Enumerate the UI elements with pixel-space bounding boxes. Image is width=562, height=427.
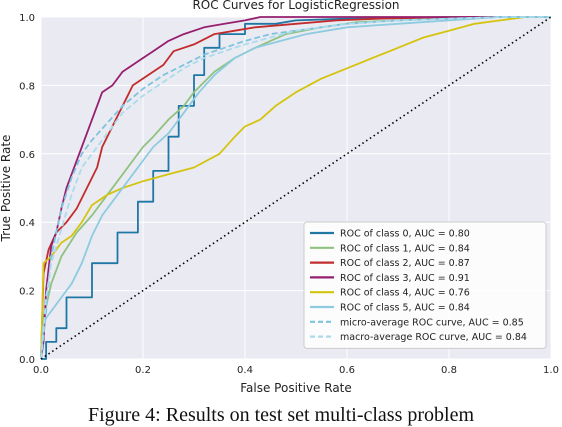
x-tick-label: 1.0 (543, 365, 559, 376)
y-tick-label: 0.6 (19, 150, 35, 161)
y-tick-label: 1.0 (19, 13, 35, 24)
legend-label: ROC of class 4, AUC = 0.76 (340, 288, 470, 299)
legend-label: ROC of class 3, AUC = 0.91 (340, 273, 470, 284)
tick-labels: 0.0 0.2 0.4 0.6 0.8 1.0 0.0 0.2 0.4 0.6 0.8 1.0 (19, 13, 559, 376)
legend: ROC of class 0, AUC = 0.80 ROC of class 1… (303, 221, 547, 349)
figure-caption: Figure 4: Results on test set multi-clas… (87, 404, 475, 426)
roc-chart: ROC Curves for LogisticRegression False … (0, 0, 559, 395)
y-tick-label: 0.4 (19, 218, 35, 229)
legend-label: ROC of class 0, AUC = 0.80 (340, 229, 470, 240)
x-tick-label: 0.0 (33, 365, 49, 376)
x-tick-label: 0.6 (339, 365, 355, 376)
roc-curve-series-2 (40, 16, 551, 360)
legend-label: ROC of class 1, AUC = 0.84 (340, 243, 470, 254)
legend-label: ROC of class 2, AUC = 0.87 (340, 258, 470, 269)
chart-title: ROC Curves for LogisticRegression (192, 0, 399, 12)
curves (40, 16, 552, 360)
grid (40, 16, 552, 360)
y-axis-label: True Positive Rate (0, 135, 13, 243)
chance-diagonal-line (40, 16, 552, 360)
legend-label: micro-average ROC curve, AUC = 0.85 (340, 317, 524, 328)
roc-curve-series-0 (41, 16, 551, 360)
roc-curve-series-6 (40, 16, 551, 360)
roc-curve-series-5 (40, 16, 551, 360)
roc-curve-series-4 (40, 16, 551, 360)
legend-label: ROC of class 5, AUC = 0.84 (340, 303, 470, 314)
y-tick-label: 0.0 (19, 355, 35, 366)
roc-curve-series-7 (40, 16, 551, 360)
x-tick-label: 0.2 (135, 365, 151, 376)
x-tick-label: 0.4 (237, 365, 253, 376)
legend-label: macro-average ROC curve, AUC = 0.84 (340, 332, 527, 343)
legend-box (303, 221, 547, 349)
y-tick-label: 0.8 (19, 81, 35, 92)
y-tick-label: 0.2 (19, 287, 35, 298)
x-axis-label: False Positive Rate (240, 381, 352, 395)
x-tick-label: 0.8 (441, 365, 457, 376)
